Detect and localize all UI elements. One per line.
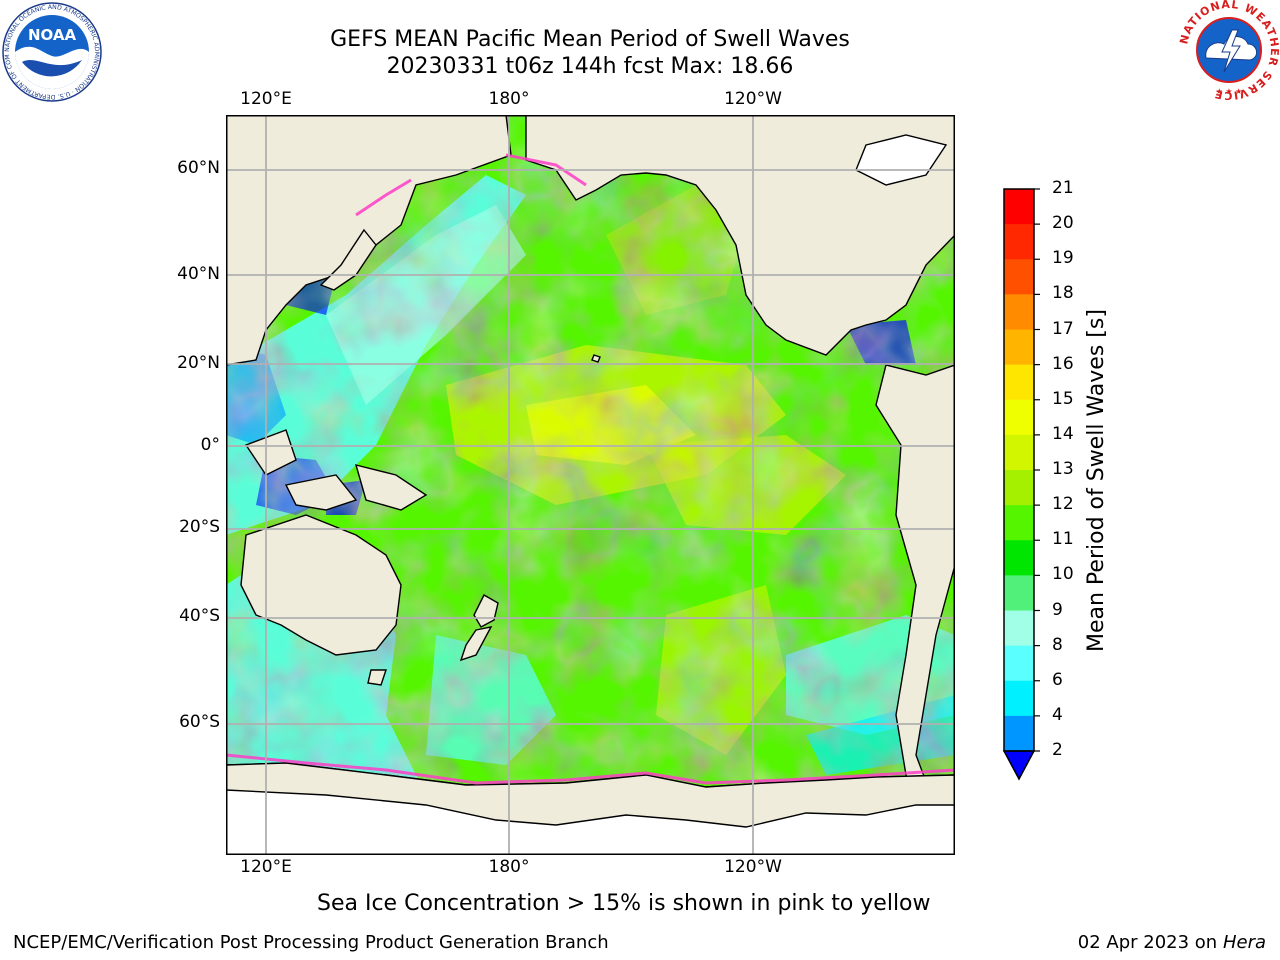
colorbar-tick-label: 4 [1052, 704, 1063, 725]
colorbar-bin [1004, 540, 1034, 576]
lat-label-0: 0° [200, 435, 220, 455]
noaa-text: NOAA [28, 26, 77, 44]
colorbar-bin [1004, 680, 1034, 717]
colorbar-tick-label: 20 [1052, 213, 1074, 234]
colorbar-tick-label: 12 [1052, 494, 1074, 515]
colorbar-bin [1004, 575, 1034, 611]
lon-label-top-180: 180° [488, 89, 530, 109]
colorbar-bin [1004, 294, 1034, 330]
colorbar-tick-label: 21 [1052, 178, 1074, 198]
colorbar-bin [1004, 434, 1034, 471]
lat-label-60s: 60°S [179, 712, 220, 732]
colorbar [1002, 188, 1040, 781]
map-panel [226, 115, 955, 855]
colorbar-bin [1004, 224, 1034, 260]
map-title: GEFS MEAN Pacific Mean Period of Swell W… [330, 27, 850, 52]
footer-credit: NCEP/EMC/Verification Post Processing Pr… [13, 932, 609, 953]
lon-label-top-120e: 120°E [240, 89, 292, 109]
colorbar-bin [1004, 189, 1034, 225]
colorbar-tick-label: 11 [1052, 529, 1074, 550]
colorbar-tick-label: 8 [1052, 634, 1063, 655]
footer-date-text: 02 Apr 2023 on [1077, 932, 1223, 953]
colorbar-tick-label: 10 [1052, 564, 1074, 585]
footer-machine: Hera [1222, 932, 1266, 953]
colorbar-bin [1004, 610, 1034, 647]
colorbar-tick-label: 17 [1052, 318, 1074, 339]
map-subtitle: 20230331 t06z 144h fcst Max: 18.66 [386, 54, 794, 79]
colorbar-tick-label: 2 [1052, 740, 1063, 760]
colorbar-tick-label: 9 [1052, 599, 1063, 620]
colorbar-bin [1004, 470, 1034, 506]
colorbar-title: Mean Period of Swell Waves [s] [1084, 309, 1109, 652]
lat-label-60n: 60°N [177, 158, 220, 178]
colorbar-bin [1004, 329, 1034, 366]
colorbar-bin [1004, 645, 1034, 682]
sea-ice-edge [226, 153, 955, 785]
lon-label-top-120w: 120°W [724, 89, 782, 109]
colorbar-tick-label: 6 [1052, 669, 1063, 690]
lat-label-20s: 20°S [179, 517, 220, 537]
graticule [226, 115, 955, 855]
colorbar-bin [1004, 399, 1034, 436]
colorbar-tick-label: 13 [1052, 459, 1074, 479]
lat-label-40n: 40°N [177, 264, 220, 284]
colorbar-tick-label: 15 [1052, 388, 1074, 409]
noaa-logo: NATIONAL OCEANIC AND ATMOSPHERIC ADMINIS… [2, 2, 102, 102]
lon-label-bottom-180: 180° [488, 857, 530, 877]
nws-logo: NATIONAL WEATHER SERVICE ★ ★ ★ [1178, 0, 1280, 100]
svg-text:★ ★ ★: ★ ★ ★ [1216, 87, 1243, 96]
colorbar-bin [1004, 715, 1034, 752]
colorbar-bin [1004, 259, 1034, 295]
lon-label-bottom-120w: 120°W [724, 857, 782, 877]
colorbar-tick-label: 18 [1052, 283, 1074, 304]
colorbar-bin [1004, 505, 1034, 541]
colorbar-bin [1004, 364, 1034, 401]
lon-label-bottom-120e: 120°E [240, 857, 292, 877]
sea-ice-note: Sea Ice Concentration > 15% is shown in … [317, 891, 931, 916]
colorbar-under-arrow [1002, 750, 1036, 781]
lat-label-20n: 20°N [177, 353, 220, 373]
land-masses [226, 115, 955, 855]
colorbar-tick-label: 19 [1052, 248, 1074, 269]
colorbar-tick-label: 14 [1052, 423, 1074, 444]
colorbar-tick-label: 16 [1052, 353, 1074, 374]
lat-label-40s: 40°S [179, 606, 220, 626]
footer-date: 02 Apr 2023 on Hera [1078, 932, 1266, 953]
